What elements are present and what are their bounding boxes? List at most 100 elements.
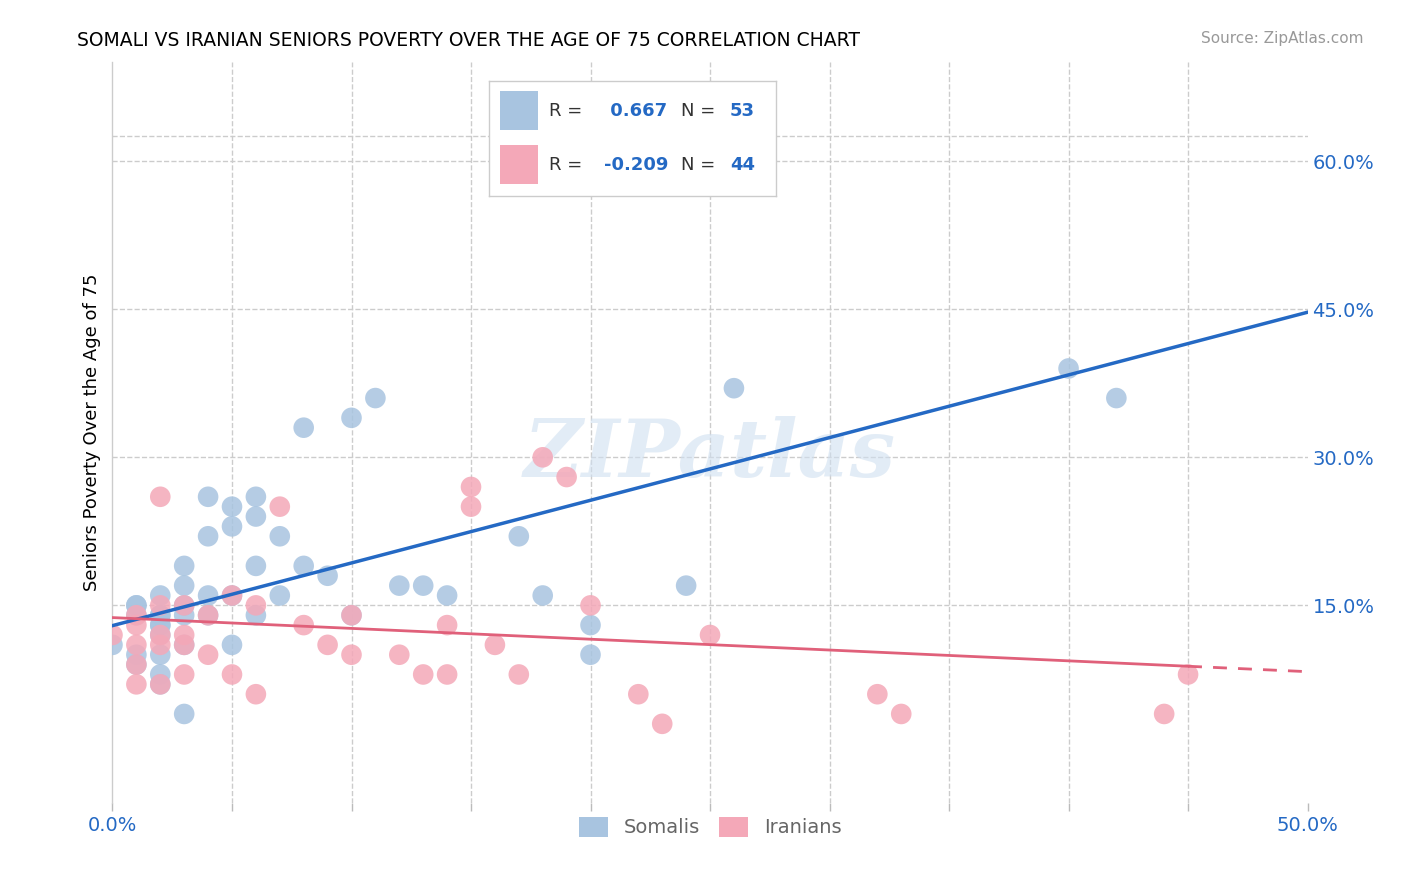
Point	[388, 579, 411, 593]
Y-axis label: Seniors Poverty Over the Age of 75: Seniors Poverty Over the Age of 75	[83, 274, 101, 591]
Point	[388, 648, 411, 662]
Point	[555, 470, 578, 484]
Point	[149, 608, 172, 623]
Point	[149, 677, 172, 691]
Point	[1177, 667, 1199, 681]
Point	[149, 677, 172, 691]
Point	[149, 667, 172, 681]
Point	[460, 500, 482, 514]
Point	[197, 648, 219, 662]
Point	[173, 706, 195, 721]
Point	[436, 667, 458, 681]
Point	[125, 638, 148, 652]
Point	[269, 500, 291, 514]
Point	[245, 599, 267, 613]
Point	[245, 558, 267, 573]
Point	[269, 529, 291, 543]
Point	[173, 558, 195, 573]
Point	[125, 657, 148, 672]
Point	[484, 638, 506, 652]
Point	[101, 628, 124, 642]
Point	[1153, 706, 1175, 721]
Point	[221, 519, 243, 533]
Point	[149, 628, 172, 642]
Point	[866, 687, 889, 701]
Point	[340, 608, 363, 623]
Point	[197, 529, 219, 543]
Point	[340, 410, 363, 425]
Point	[173, 599, 195, 613]
Point	[125, 599, 148, 613]
Point	[149, 608, 172, 623]
Point	[149, 599, 172, 613]
Point	[173, 628, 195, 642]
Point	[125, 648, 148, 662]
Point	[436, 618, 458, 632]
Point	[364, 391, 387, 405]
Point	[579, 648, 602, 662]
Point	[292, 420, 315, 434]
Point	[221, 638, 243, 652]
Point	[149, 638, 172, 652]
Point	[316, 568, 339, 582]
Point	[723, 381, 745, 395]
Point	[292, 618, 315, 632]
Point	[412, 667, 434, 681]
Point	[627, 687, 650, 701]
Point	[579, 618, 602, 632]
Point	[149, 618, 172, 632]
Point	[221, 500, 243, 514]
Point	[173, 599, 195, 613]
Point	[1105, 391, 1128, 405]
Point	[101, 638, 124, 652]
Point	[197, 608, 219, 623]
Point	[173, 579, 195, 593]
Point	[651, 716, 673, 731]
Point	[221, 589, 243, 603]
Point	[197, 490, 219, 504]
Legend: Somalis, Iranians: Somalis, Iranians	[571, 809, 849, 845]
Point	[245, 509, 267, 524]
Point	[531, 589, 554, 603]
Point	[125, 677, 148, 691]
Point	[245, 608, 267, 623]
Point	[125, 608, 148, 623]
Point	[531, 450, 554, 465]
Point	[675, 579, 697, 593]
Point	[508, 667, 530, 681]
Point	[173, 667, 195, 681]
Point	[460, 480, 482, 494]
Point	[436, 589, 458, 603]
Point	[149, 618, 172, 632]
Point	[197, 589, 219, 603]
Point	[245, 687, 267, 701]
Text: ZIPatlas: ZIPatlas	[524, 416, 896, 493]
Point	[340, 648, 363, 662]
Point	[890, 706, 912, 721]
Point	[173, 608, 195, 623]
Point	[149, 490, 172, 504]
Point	[125, 608, 148, 623]
Point	[316, 638, 339, 652]
Point	[579, 599, 602, 613]
Point	[149, 628, 172, 642]
Point	[149, 648, 172, 662]
Point	[292, 558, 315, 573]
Point	[125, 657, 148, 672]
Text: Source: ZipAtlas.com: Source: ZipAtlas.com	[1201, 31, 1364, 46]
Point	[173, 638, 195, 652]
Point	[340, 608, 363, 623]
Point	[173, 638, 195, 652]
Point	[221, 667, 243, 681]
Point	[269, 589, 291, 603]
Point	[1057, 361, 1080, 376]
Text: SOMALI VS IRANIAN SENIORS POVERTY OVER THE AGE OF 75 CORRELATION CHART: SOMALI VS IRANIAN SENIORS POVERTY OVER T…	[77, 31, 860, 50]
Point	[412, 579, 434, 593]
Point	[197, 608, 219, 623]
Point	[125, 618, 148, 632]
Point	[149, 589, 172, 603]
Point	[125, 599, 148, 613]
Point	[221, 589, 243, 603]
Point	[508, 529, 530, 543]
Point	[699, 628, 721, 642]
